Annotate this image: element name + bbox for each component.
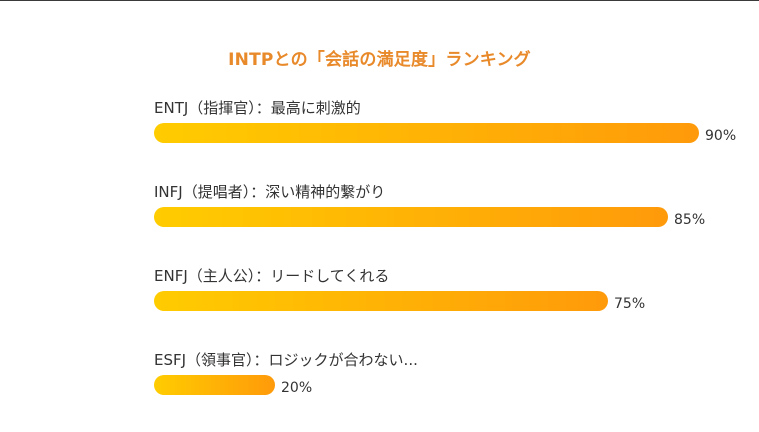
top-border-line xyxy=(0,0,759,1)
value-label: 20% xyxy=(281,380,313,396)
rank-label: ENTJ（指揮官）：最高に刺激的 xyxy=(154,99,361,117)
bar-track xyxy=(154,207,699,227)
value-label: 85% xyxy=(674,212,706,228)
rank-label: INFJ（提唱者）：深い精神的繋がり xyxy=(154,183,386,201)
rank-item-1: ENTJ（指揮官）：最高に刺激的 90% xyxy=(154,97,754,157)
bar xyxy=(154,291,608,311)
rank-label: ENFJ（主人公）：リードしてくれる xyxy=(154,267,390,285)
rank-item-2: INFJ（提唱者）：深い精神的繋がり 85% xyxy=(154,181,754,241)
bar xyxy=(154,375,275,395)
rank-label: ESFJ（領事官）：ロジックが合わない... xyxy=(154,351,418,369)
value-label: 90% xyxy=(705,128,737,144)
rank-item-3: ENFJ（主人公）：リードしてくれる 75% xyxy=(154,265,754,325)
rank-item-4: ESFJ（領事官）：ロジックが合わない... 20% xyxy=(154,349,754,409)
bar xyxy=(154,123,699,143)
bar-track xyxy=(154,291,699,311)
bar xyxy=(154,207,668,227)
value-label: 75% xyxy=(614,296,646,312)
bar-track xyxy=(154,123,699,143)
bar-track xyxy=(154,375,699,395)
chart-title: INTPとの「会話の満足度」ランキング xyxy=(228,50,531,70)
